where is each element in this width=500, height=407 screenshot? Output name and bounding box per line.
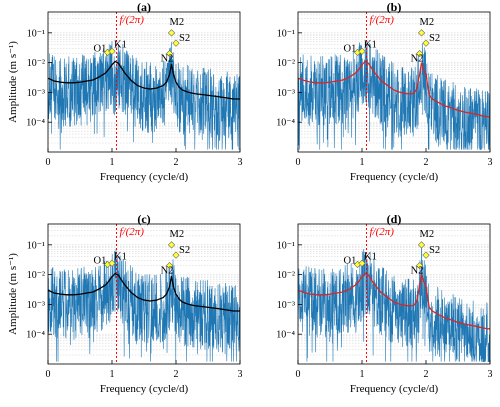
tidal-marker-n2 [165, 50, 174, 58]
tidal-label-k1: K1 [364, 251, 377, 262]
x-tick-label: 1 [110, 369, 115, 380]
tidal-label-s2: S2 [429, 33, 440, 44]
mean-spectrum-line [298, 60, 490, 118]
y-tick-label: 10⁻⁴ [276, 118, 295, 129]
inertial-frequency-label: f/(2π) [119, 14, 144, 26]
tidal-marker-n2 [165, 262, 174, 270]
x-tick-label: 2 [174, 157, 179, 168]
tidal-label-k1: K1 [114, 251, 127, 262]
tidal-label-n2: N2 [161, 266, 174, 277]
y-tick-label: 10⁻¹ [27, 28, 45, 39]
y-axis-label: Amplitude (m s⁻¹) [7, 253, 19, 335]
tidal-marker-n2 [415, 50, 424, 58]
tidal-marker-k1 [108, 47, 116, 55]
y-tick-label: 10⁻³ [27, 88, 45, 99]
x-tick-label: 3 [238, 157, 243, 168]
tidal-marker-k1 [358, 259, 366, 267]
x-tick-label: 0 [296, 157, 301, 168]
tidal-label-o1: O1 [344, 43, 357, 54]
y-tick-label: 10⁻¹ [277, 28, 295, 39]
tidal-label-k1: K1 [114, 39, 127, 50]
tidal-marker-m2 [417, 241, 426, 249]
axes-box [47, 11, 241, 153]
panel-title: (b) [387, 0, 402, 14]
y-tick-label: 10⁻² [277, 270, 295, 281]
tidal-label-o1: O1 [94, 255, 107, 266]
axes-box [297, 223, 491, 365]
x-tick-label: 0 [46, 369, 51, 380]
tidal-marker-m2 [167, 241, 176, 249]
mean-spectrum-line [48, 60, 240, 100]
x-axis-label: Frequency (cycle/d) [350, 171, 439, 183]
x-axis-label: Frequency (cycle/d) [350, 383, 439, 395]
y-tick-label: 10⁻³ [277, 300, 295, 311]
y-tick-label: 10⁻³ [277, 88, 295, 99]
mean-spectrum-line [48, 272, 240, 312]
x-tick-label: 2 [424, 157, 429, 168]
tidal-label-n2: N2 [411, 54, 424, 65]
panel-title: (d) [387, 212, 402, 226]
tidal-label-m2: M2 [420, 229, 435, 240]
x-tick-label: 2 [424, 369, 429, 380]
tidal-marker-s2 [422, 251, 430, 259]
inertial-frequency-label: f/(2π) [369, 226, 394, 238]
panel-title: (c) [137, 212, 150, 226]
tidal-label-s2: S2 [179, 33, 190, 44]
tidal-marker-k1 [108, 259, 116, 267]
mean-spectrum-line [298, 272, 490, 330]
x-tick-label: 0 [46, 157, 51, 168]
tidal-marker-m2 [167, 29, 176, 37]
x-tick-label: 2 [174, 369, 179, 380]
x-axis-label: Frequency (cycle/d) [100, 171, 189, 183]
tidal-marker-m2 [417, 29, 426, 37]
y-tick-label: 10⁻³ [27, 300, 45, 311]
axes-box [47, 223, 241, 365]
tidal-label-m2: M2 [170, 229, 185, 240]
raw-spectrum-line [48, 248, 240, 362]
tidal-marker-k1 [358, 47, 366, 55]
inertial-frequency-label: f/(2π) [119, 226, 144, 238]
panel-title: (a) [137, 0, 151, 14]
x-tick-label: 0 [296, 369, 301, 380]
x-tick-label: 1 [110, 157, 115, 168]
tidal-label-k1: K1 [364, 39, 377, 50]
y-tick-label: 10⁻² [27, 270, 45, 281]
x-tick-label: 3 [488, 369, 493, 380]
tidal-marker-n2 [415, 262, 424, 270]
tidal-label-o1: O1 [94, 43, 107, 54]
y-tick-label: 10⁻⁴ [276, 330, 295, 341]
tidal-label-m2: M2 [420, 17, 435, 28]
tidal-label-n2: N2 [411, 266, 424, 277]
x-tick-label: 3 [488, 157, 493, 168]
raw-spectrum-line [48, 41, 240, 150]
tidal-label-o1: O1 [344, 255, 357, 266]
x-tick-label: 1 [360, 369, 365, 380]
y-tick-label: 10⁻² [277, 58, 295, 69]
tidal-label-s2: S2 [179, 245, 190, 256]
x-axis-label: Frequency (cycle/d) [100, 383, 189, 395]
tidal-marker-s2 [172, 251, 180, 259]
tidal-marker-s2 [422, 39, 430, 47]
x-tick-label: 3 [238, 369, 243, 380]
raw-spectrum-line [298, 41, 490, 150]
axes-box [297, 11, 491, 153]
panel-c: f/(2π) O1 K1 N2 M2 S2 0 1 2 3 10⁻⁴ 10⁻³ 10⁻² 10⁻¹ (c) F… [7, 212, 243, 395]
inertial-frequency-label: f/(2π) [369, 14, 394, 26]
y-axis-label: Amplitude (m s⁻¹) [7, 41, 19, 123]
tidal-label-s2: S2 [429, 245, 440, 256]
y-tick-label: 10⁻² [27, 58, 45, 69]
y-tick-label: 10⁻⁴ [26, 330, 45, 341]
tidal-label-m2: M2 [170, 17, 185, 28]
raw-spectrum-line [298, 247, 490, 363]
y-tick-label: 10⁻¹ [27, 240, 45, 251]
tidal-label-n2: N2 [161, 54, 174, 65]
x-tick-label: 1 [360, 157, 365, 168]
y-tick-label: 10⁻¹ [277, 240, 295, 251]
tidal-marker-s2 [172, 39, 180, 47]
panel-a: f/(2π) O1 K1 N2 M2 S2 0 1 2 3 10⁻⁴ 10⁻³ 10⁻² 10⁻¹ (a) F… [7, 0, 243, 183]
panel-b: f/(2π) O1 K1 N2 M2 S2 0 1 2 3 10⁻⁴ 10⁻³ 10⁻² 10⁻¹ (b) F… [276, 0, 492, 183]
panel-d: f/(2π) O1 K1 N2 M2 S2 0 1 2 3 10⁻⁴ 10⁻³ 10⁻² 10⁻¹ (d) F… [276, 212, 492, 395]
y-tick-label: 10⁻⁴ [26, 118, 45, 129]
